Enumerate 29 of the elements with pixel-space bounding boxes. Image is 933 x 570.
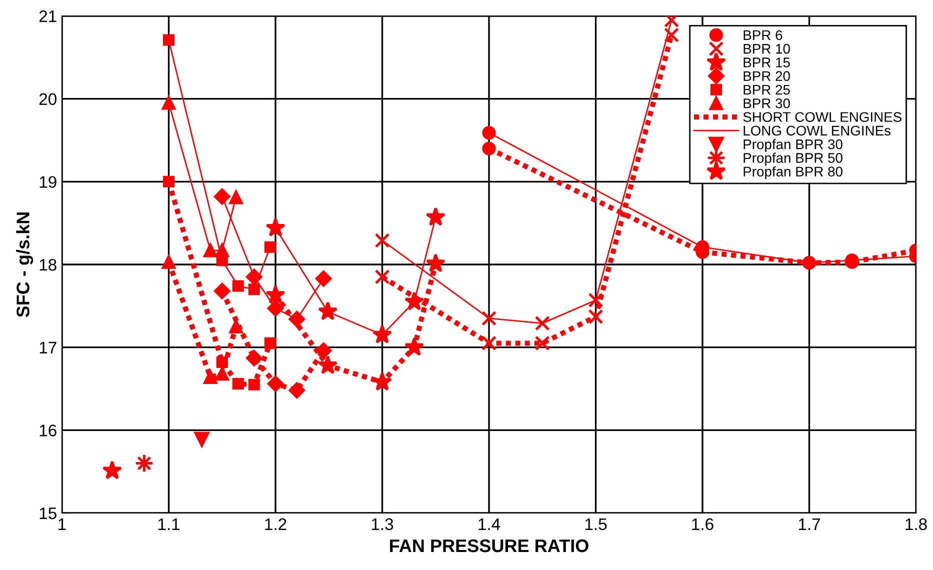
x-axis-title: FAN PRESSURE RATIO	[390, 539, 588, 552]
y-axis-title: SFC - g/s.kN	[16, 212, 34, 318]
y-tick-label: 17	[40, 342, 56, 354]
legend-label: BPR 20	[744, 71, 790, 82]
legend-label: BPR 10	[744, 44, 790, 54]
legend-label: BPR 15	[744, 58, 790, 68]
legend-label: BPR 30	[744, 98, 790, 108]
x-tick-label: 1.5	[585, 518, 607, 530]
legend-label: LONG COWL ENGINEs	[744, 126, 891, 136]
legend-label: Propfan BPR 30	[744, 139, 842, 152]
x-tick-label: 1.7	[798, 518, 820, 530]
y-tick-label: 15	[40, 508, 56, 520]
y-tick-label: 19	[40, 176, 56, 188]
legend-label: BPR 25	[744, 84, 790, 95]
x-tick-label: 1.1	[158, 518, 180, 530]
legend-label: Propfan BPR 80	[744, 166, 842, 180]
x-tick-label: 1.6	[692, 518, 714, 530]
x-tick-label: 1.3	[372, 518, 394, 530]
x-tick-label: 1	[58, 518, 66, 530]
legend-label: Propfan BPR 50	[744, 152, 842, 166]
x-tick-label: 1.2	[265, 518, 286, 530]
x-tick-label: 1.8	[906, 518, 927, 530]
legend-label: SHORT COWL ENGINES	[743, 112, 902, 122]
y-tick-label: 16	[40, 424, 56, 436]
x-tick-label: 1.4	[478, 518, 500, 530]
y-tick-label: 18	[40, 258, 56, 271]
y-tick-label: 21	[39, 10, 56, 22]
y-tick-label: 20	[39, 93, 56, 106]
legend-label: BPR 6	[744, 30, 782, 40]
